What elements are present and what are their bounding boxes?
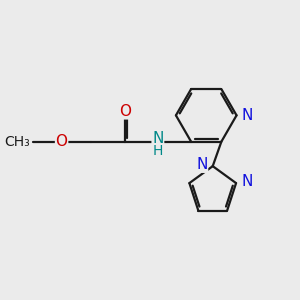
Text: N: N bbox=[241, 174, 253, 189]
Text: O: O bbox=[119, 104, 131, 119]
Text: N: N bbox=[196, 157, 208, 172]
Text: O: O bbox=[56, 134, 68, 149]
Text: H: H bbox=[153, 144, 163, 158]
Text: N: N bbox=[152, 131, 164, 146]
Text: N: N bbox=[242, 108, 253, 123]
Text: CH₃: CH₃ bbox=[5, 135, 31, 148]
